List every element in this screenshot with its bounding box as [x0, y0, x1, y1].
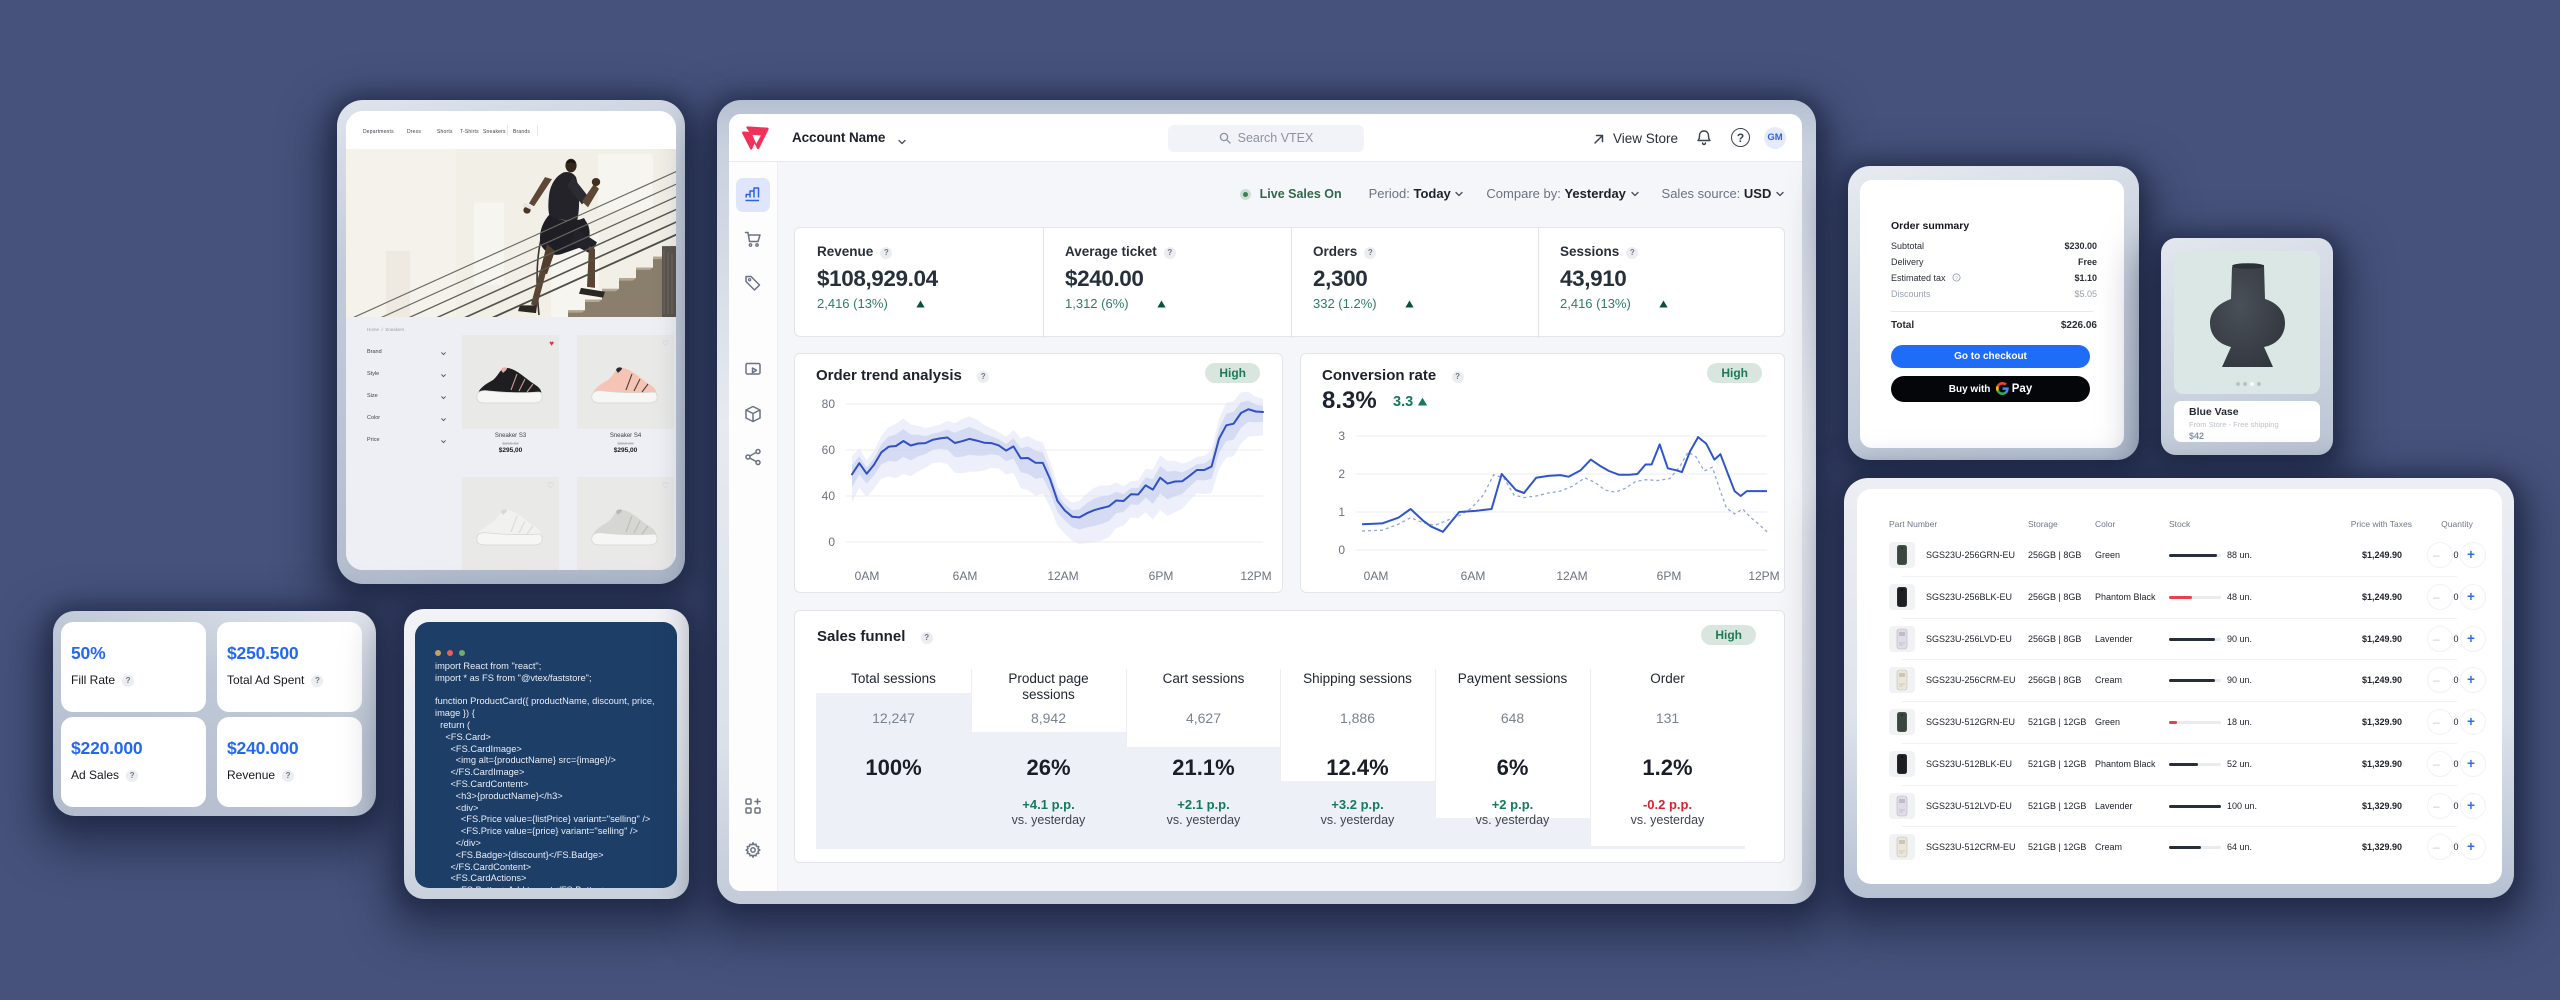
svg-text:0AM: 0AM	[855, 569, 880, 583]
svg-text:12PM: 12PM	[1748, 569, 1779, 583]
svg-text:40: 40	[822, 489, 836, 503]
svg-text:80: 80	[822, 397, 836, 411]
svg-text:6AM: 6AM	[1461, 569, 1486, 583]
svg-text:6PM: 6PM	[1149, 569, 1174, 583]
svg-text:12AM: 12AM	[1047, 569, 1078, 583]
svg-text:12PM: 12PM	[1240, 569, 1271, 583]
svg-text:2: 2	[1338, 467, 1345, 481]
svg-text:60: 60	[822, 443, 836, 457]
svg-text:0AM: 0AM	[1364, 569, 1389, 583]
svg-text:?: ?	[1955, 275, 1958, 281]
svg-text:12AM: 12AM	[1556, 569, 1587, 583]
svg-text:0: 0	[828, 535, 835, 549]
svg-text:6AM: 6AM	[953, 569, 978, 583]
svg-text:3: 3	[1338, 429, 1345, 443]
svg-text:6PM: 6PM	[1657, 569, 1682, 583]
svg-text:0: 0	[1338, 543, 1345, 557]
svg-text:1: 1	[1338, 505, 1345, 519]
